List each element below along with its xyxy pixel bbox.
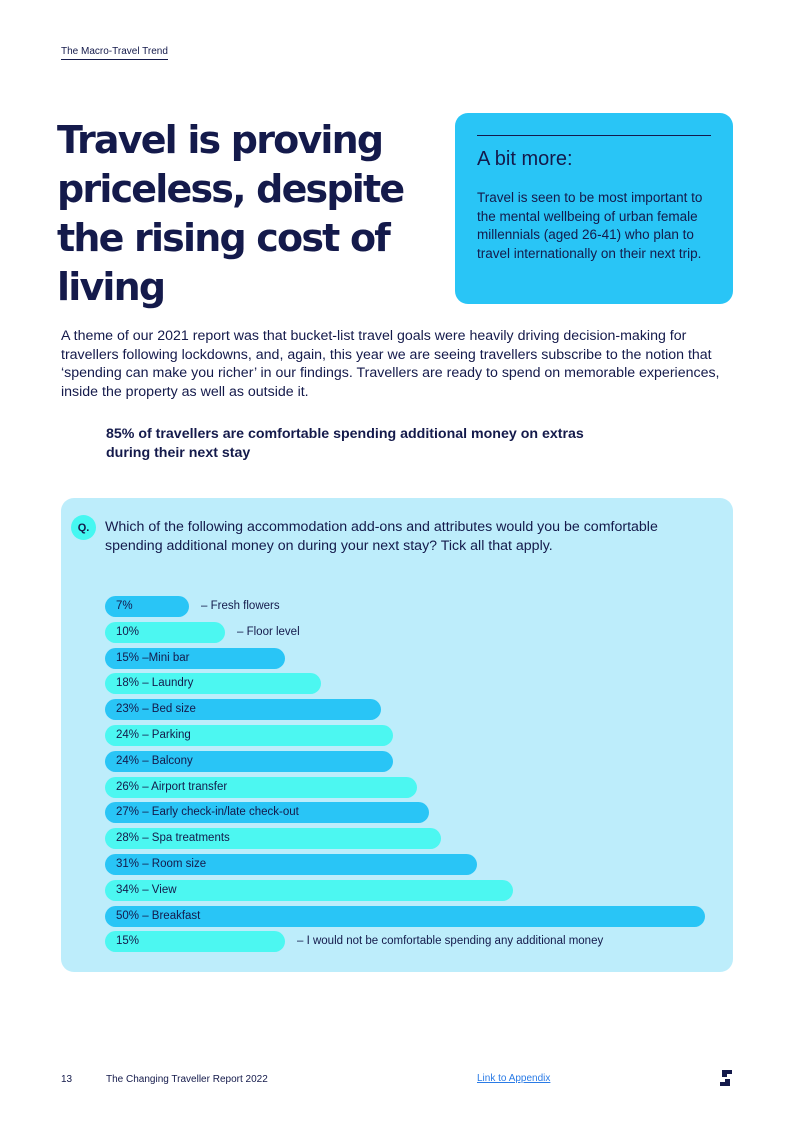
brand-logo-icon: [720, 1070, 732, 1086]
bar-1-category-label: – Fresh flowers: [201, 600, 280, 612]
bar-12: 34% – View: [105, 879, 513, 901]
callout-body: Travel is seen to be most important to t…: [477, 190, 703, 262]
bar-14: 15%: [105, 931, 285, 953]
bar-11: 31% – Room size: [105, 854, 477, 875]
page-headline: Travel is proving priceless, despite the…: [57, 118, 405, 309]
bar-3: 15% –Mini bar: [105, 647, 285, 669]
report-title: The Changing Traveller Report 2022: [106, 1074, 268, 1085]
a-bit-more-callout: A bit more: Travel is seen to be most im…: [455, 113, 733, 304]
bar-13: 50% – Breakfast: [105, 905, 705, 927]
bar-chart: 7% – Fresh flowers 10% – Floor level 15% –Mi…: [61, 498, 733, 972]
callout-divider: [477, 135, 711, 136]
bar-9: 27% – Early check-in/late check-out: [105, 802, 429, 824]
bar-10: 28% – Spa treatments: [105, 828, 441, 850]
callout-title: A bit more:: [477, 148, 573, 170]
survey-chart-panel: Q. Which of the following accommodation …: [61, 498, 733, 972]
survey-question: Which of the following accommodation add…: [105, 519, 658, 554]
question-badge: Q.: [71, 515, 96, 540]
bar-4: 18% – Laundry: [105, 673, 321, 695]
appendix-link[interactable]: Link to Appendix: [477, 1073, 551, 1084]
key-stat: 85% of travellers are comfortable spendi…: [106, 426, 584, 461]
bar-5: 23% – Bed size: [105, 699, 381, 721]
bar-7: 24% – Balcony: [105, 750, 393, 772]
bar-14-category-label: – I would not be comfortable spending an…: [297, 935, 604, 948]
bar-2: 10%: [105, 621, 225, 643]
bar-1: 7%: [105, 596, 189, 617]
intro-paragraph: A theme of our 2021 report was that buck…: [61, 328, 720, 400]
bar-2-category-label: – Floor level: [237, 625, 300, 638]
section-label[interactable]: The Macro-Travel Trend: [61, 46, 168, 60]
bar-8: 26% – Airport transfer: [105, 776, 417, 798]
page-number: 13: [61, 1074, 73, 1085]
bar-6: 24% – Parking: [105, 725, 393, 746]
